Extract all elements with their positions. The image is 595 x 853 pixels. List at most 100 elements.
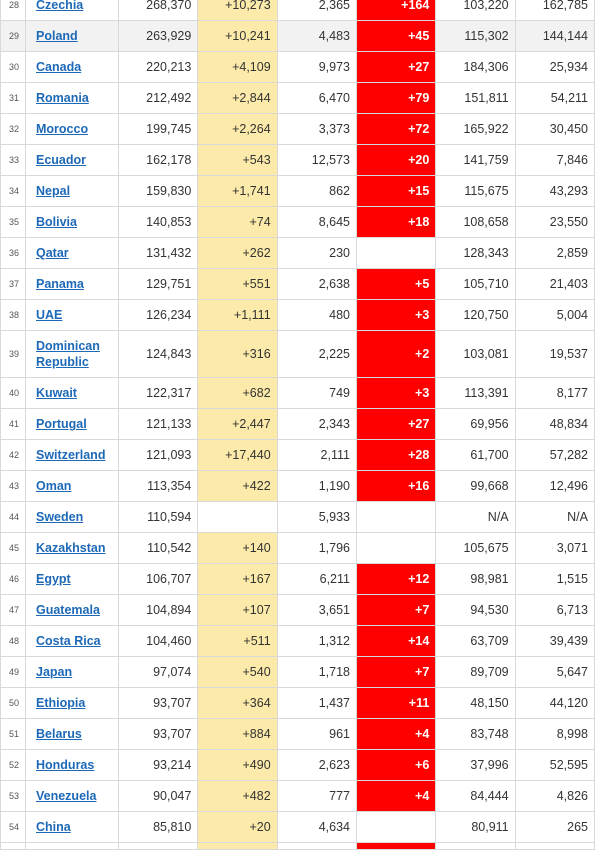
new-cases-cell: +511: [197, 625, 278, 657]
table-row: 35 Bolivia 140,853 +74 8,645 +18 108,658 23,550: [0, 206, 595, 238]
country-link[interactable]: Costa Rica: [36, 634, 101, 648]
country-cell: Bolivia: [25, 206, 119, 238]
recovered-cell: 115,675: [435, 175, 516, 207]
new-deaths-cell: +7: [355, 594, 437, 626]
country-link[interactable]: Guatemala: [36, 603, 100, 617]
partial-cell: [117, 842, 199, 850]
rank-cell: 54: [0, 811, 26, 843]
rank-cell: 36: [0, 237, 26, 269]
country-link[interactable]: Belarus: [36, 727, 82, 741]
total-cases-cell: 93,214: [117, 749, 199, 781]
country-link[interactable]: Morocco: [36, 122, 89, 136]
country-link[interactable]: Poland: [36, 29, 78, 43]
table-row: 34 Nepal 159,830 +1,741 862 +15 115,675 43,293: [0, 175, 595, 207]
active-cases-cell: 162,785: [514, 0, 595, 21]
active-cases-cell: 1,515: [514, 563, 595, 595]
country-link[interactable]: Panama: [36, 277, 84, 291]
recovered-cell: N/A: [435, 501, 516, 533]
country-link[interactable]: Ecuador: [36, 153, 87, 167]
recovered-cell: 165,922: [435, 113, 516, 145]
country-link[interactable]: Sweden: [36, 510, 84, 524]
rank-cell: 28: [0, 0, 26, 21]
new-deaths-cell: +164: [355, 0, 437, 21]
country-cell: Honduras: [25, 749, 119, 781]
country-link[interactable]: Switzerland: [36, 448, 106, 462]
country-link[interactable]: Dominican Republic: [36, 339, 100, 369]
total-cases-cell: 113,354: [117, 470, 199, 502]
new-cases-cell: +490: [197, 749, 278, 781]
country-link[interactable]: Nepal: [36, 184, 71, 198]
country-cell: Morocco: [25, 113, 119, 145]
country-link[interactable]: Bolivia: [36, 215, 77, 229]
new-deaths-cell: +72: [355, 113, 437, 145]
country-link[interactable]: Kazakhstan: [36, 541, 106, 555]
total-deaths-cell: 8,645: [276, 206, 357, 238]
total-deaths-cell: 1,190: [276, 470, 357, 502]
country-link[interactable]: Egypt: [36, 572, 71, 586]
country-cell: Canada: [25, 51, 119, 83]
new-deaths-cell: [355, 501, 437, 533]
rank-cell: 38: [0, 299, 26, 331]
table-row: 40 Kuwait 122,317 +682 749 +3 113,391 8,177: [0, 377, 595, 409]
active-cases-cell: 2,859: [514, 237, 595, 269]
total-deaths-cell: 2,343: [276, 408, 357, 440]
new-cases-cell: +682: [197, 377, 278, 409]
recovered-cell: 184,306: [435, 51, 516, 83]
total-deaths-cell: 2,365: [276, 0, 357, 21]
active-cases-cell: 6,713: [514, 594, 595, 626]
table-row: 49 Japan 97,074 +540 1,718 +7 89,709 5,647: [0, 656, 595, 688]
partial-cell: [276, 842, 357, 850]
country-link[interactable]: Qatar: [36, 246, 69, 260]
total-deaths-cell: 961: [276, 718, 357, 750]
country-cell: Kuwait: [25, 377, 119, 409]
active-cases-cell: 21,403: [514, 268, 595, 300]
country-link[interactable]: Romania: [36, 91, 89, 105]
country-link[interactable]: Portugal: [36, 417, 87, 431]
new-cases-cell: +10,273: [197, 0, 278, 21]
country-link[interactable]: China: [36, 820, 71, 834]
country-cell: Belarus: [25, 718, 119, 750]
total-cases-cell: 93,707: [117, 687, 199, 719]
total-deaths-cell: 1,718: [276, 656, 357, 688]
new-cases-cell: +20: [197, 811, 278, 843]
total-cases-cell: 93,707: [117, 718, 199, 750]
new-cases-cell: +2,844: [197, 82, 278, 114]
rank-cell: 46: [0, 563, 26, 595]
table-row: 41 Portugal 121,133 +2,447 2,343 +27 69,956 48,…: [0, 408, 595, 440]
recovered-cell: 48,150: [435, 687, 516, 719]
country-cell: Dominican Republic: [25, 330, 119, 378]
country-link[interactable]: Kuwait: [36, 386, 77, 400]
country-link[interactable]: Oman: [36, 479, 72, 493]
new-cases-cell: +540: [197, 656, 278, 688]
active-cases-cell: 5,004: [514, 299, 595, 331]
recovered-cell: 83,748: [435, 718, 516, 750]
country-cell: UAE: [25, 299, 119, 331]
country-link[interactable]: Czechia: [36, 0, 84, 12]
country-link[interactable]: Japan: [36, 665, 73, 679]
total-cases-cell: 110,542: [117, 532, 199, 564]
table-row-partial: [0, 842, 595, 850]
country-link[interactable]: Venezuela: [36, 789, 97, 803]
new-cases-cell: +364: [197, 687, 278, 719]
recovered-cell: 103,220: [435, 0, 516, 21]
new-deaths-cell: +45: [355, 20, 437, 52]
table-row: 43 Oman 113,354 +422 1,190 +16 99,668 12,496: [0, 470, 595, 502]
new-cases-cell: +4,109: [197, 51, 278, 83]
country-link[interactable]: Honduras: [36, 758, 95, 772]
total-cases-cell: 212,492: [117, 82, 199, 114]
country-link[interactable]: Canada: [36, 60, 82, 74]
rank-cell: 32: [0, 113, 26, 145]
new-cases-cell: +1,111: [197, 299, 278, 331]
country-link[interactable]: UAE: [36, 308, 63, 322]
country-link[interactable]: Ethiopia: [36, 696, 86, 710]
country-cell: Venezuela: [25, 780, 119, 812]
new-cases-cell: +167: [197, 563, 278, 595]
rank-cell: 53: [0, 780, 26, 812]
country-cell: Czechia: [25, 0, 119, 21]
new-deaths-cell: +11: [355, 687, 437, 719]
table-row: 39 Dominican Republic 124,843 +316 2,225 +2 10…: [0, 330, 595, 378]
total-deaths-cell: 2,225: [276, 330, 357, 378]
country-cell: Portugal: [25, 408, 119, 440]
new-deaths-cell: [355, 811, 437, 843]
